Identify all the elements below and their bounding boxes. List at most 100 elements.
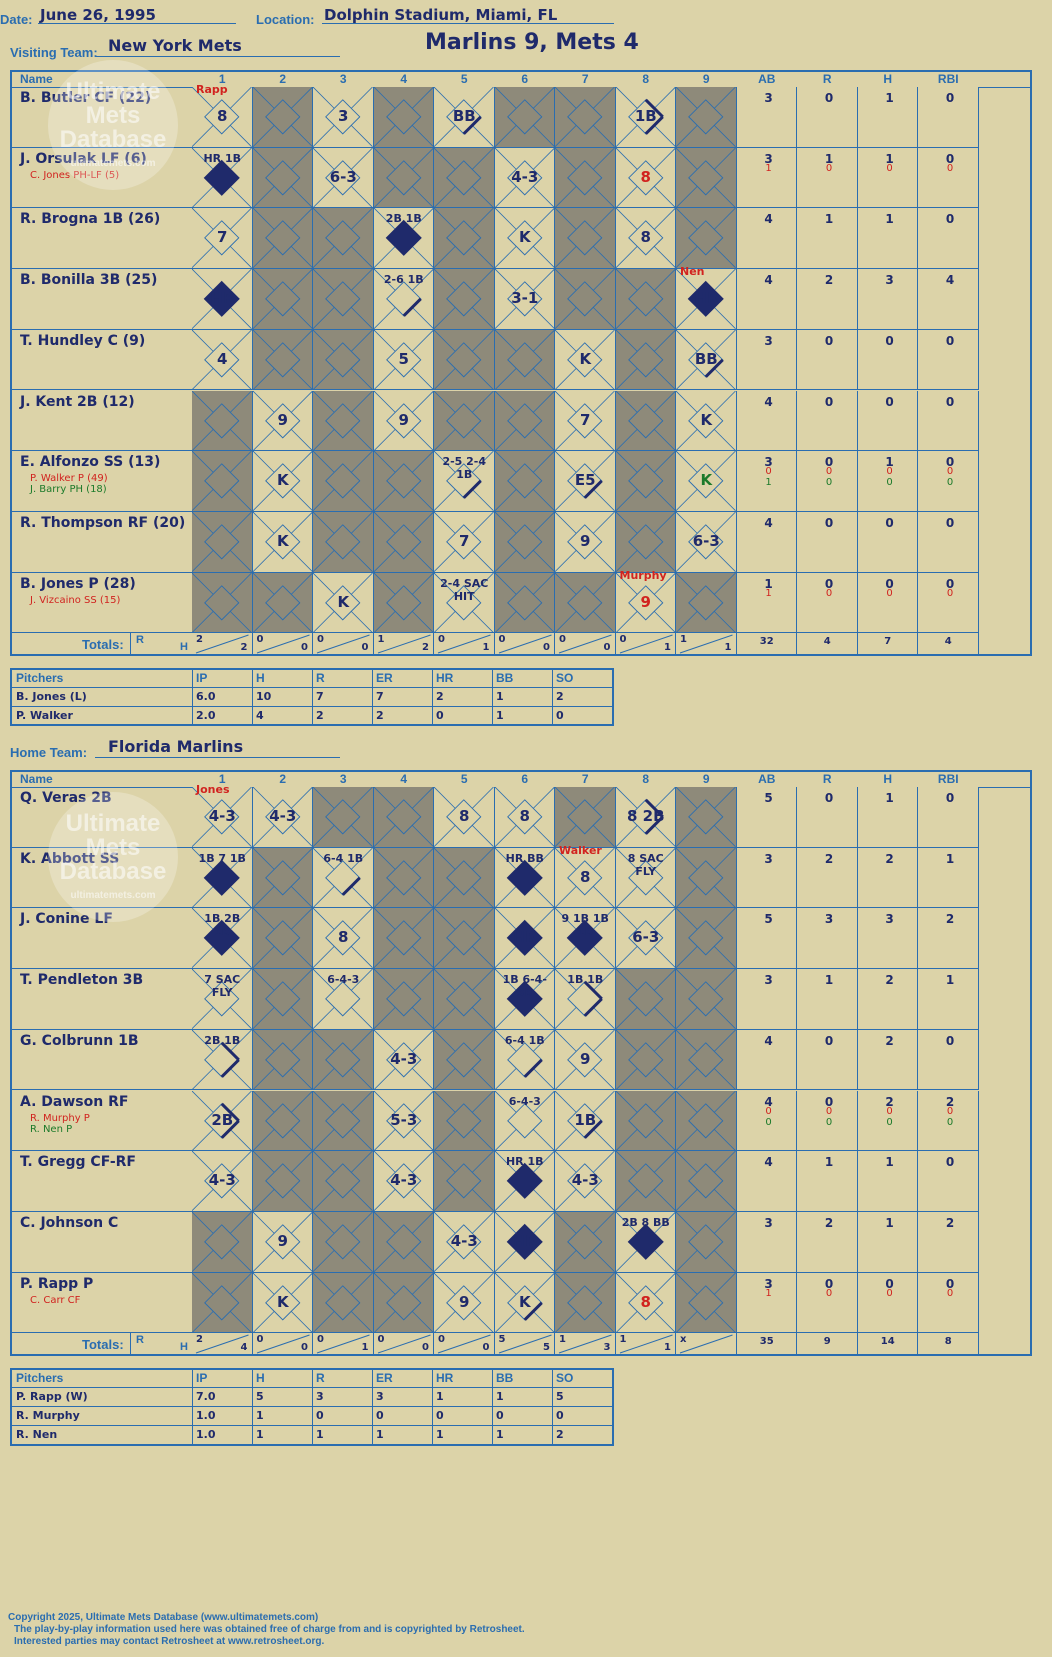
empty-diamond — [446, 981, 482, 1017]
empty-diamond — [264, 920, 300, 956]
base-diamond — [313, 1029, 373, 1090]
at-bat-box — [676, 147, 737, 209]
base-diamond — [555, 1151, 615, 1211]
at-bat-box — [434, 390, 495, 452]
at-bat-box — [615, 511, 676, 573]
base-diamond — [192, 147, 252, 208]
empty-diamond — [325, 981, 361, 1017]
empty-diamond — [204, 1284, 240, 1321]
stat-value: 3 — [764, 973, 773, 988]
batter-name-cell: G. Colbrunn 1B — [12, 1029, 202, 1091]
empty-diamond — [506, 584, 542, 621]
totals-slash — [256, 1334, 310, 1354]
empty-diamond — [567, 1284, 603, 1321]
pitcher-row-divider — [12, 1425, 612, 1426]
play-result: 1B 6-4-3B — [502, 973, 547, 1000]
base-diamond — [555, 147, 615, 208]
empty-diamond — [506, 342, 542, 378]
empty-diamond — [506, 524, 542, 560]
empty-diamond — [325, 1042, 361, 1078]
batter-name-cell: E. Alfonzo SS (13) P. Walker P (49) J. Bar… — [12, 451, 202, 512]
play-result: 9 — [459, 1292, 470, 1311]
play-result: HR — [694, 289, 719, 308]
empty-diamond — [688, 584, 724, 621]
play-result: 1B 1B — [567, 973, 604, 987]
pitcher-col-divider — [192, 670, 193, 724]
game-date: June 26, 1995 — [40, 6, 156, 24]
base-diamond — [434, 1029, 494, 1090]
base-diamond — [676, 1211, 736, 1272]
empty-diamond — [204, 402, 240, 438]
base-diamond — [434, 511, 494, 572]
play-result: 9 — [398, 410, 409, 429]
stat-total-cell: 32 — [737, 633, 797, 656]
stat-value: 0 — [825, 466, 833, 478]
base-diamond — [252, 969, 312, 1029]
pitcher-stat: 7 — [316, 690, 324, 703]
pitcher-stat: 7 — [376, 690, 384, 703]
stat-value: 0 — [885, 1276, 894, 1291]
inning-header: 7 — [581, 772, 589, 786]
base-diamond — [615, 908, 675, 969]
stat-cell: 2 — [857, 969, 918, 1030]
batter-name-cell: T. Gregg CF-RF — [12, 1151, 202, 1212]
play-result: 2-6 1B — [383, 273, 424, 287]
at-bat-box — [676, 847, 737, 909]
play-result: 2-4 SAC HIT — [440, 576, 489, 603]
base-diamond — [676, 451, 736, 511]
empty-diamond — [567, 220, 603, 256]
stat-value: 0 — [765, 1116, 772, 1128]
empty-diamond — [446, 1163, 482, 1199]
empty-diamond — [204, 342, 240, 378]
base-diamond — [615, 208, 675, 269]
stat-header: H — [883, 772, 893, 786]
play-result: 5-3 — [390, 1110, 418, 1129]
base-diamond — [252, 390, 312, 451]
inning-header: 3 — [339, 772, 347, 786]
stat-value: 1 — [885, 91, 894, 105]
base-diamond — [676, 269, 736, 329]
base-diamond — [615, 511, 675, 572]
stat-value: 1 — [765, 587, 772, 599]
copyright-line: Copyright 2025, Ultimate Mets Database (… — [8, 1612, 319, 1623]
stat-value: 0 — [886, 477, 893, 489]
empty-diamond — [688, 524, 724, 560]
base-diamond — [313, 787, 373, 847]
at-bat-box: HR — [494, 1211, 555, 1273]
substitute-name: C. Jones PH-LF (5) — [30, 169, 120, 181]
totals-slash — [679, 1334, 733, 1354]
pitcher-stat: 0 — [496, 1409, 504, 1422]
run-scored-diamond — [506, 980, 543, 1018]
at-bat-box: HR 1B — [494, 1151, 555, 1212]
at-bat-box: 9 1B 1B 1B — [555, 908, 616, 970]
stat-value: 0 — [945, 1033, 955, 1048]
inning-header: 7 — [581, 72, 589, 86]
inning-hits: 5 — [543, 1342, 550, 1354]
stat-cell: 0 — [857, 511, 918, 573]
stat-value: 0 — [824, 455, 834, 470]
at-bat-box: HR — [494, 908, 555, 970]
at-bat-box: 2B 1B — [373, 208, 434, 270]
pitcher-stat: 1 — [496, 1428, 504, 1441]
play-result: 4-3 — [269, 807, 297, 825]
empty-diamond — [264, 1042, 300, 1078]
pitcher-col-divider — [372, 1370, 373, 1444]
at-bat-box: 7 SAC FLY — [192, 969, 253, 1030]
stat-cell: 5 — [736, 787, 797, 848]
inning-hits: 1 — [664, 642, 671, 654]
home-underline — [95, 757, 340, 758]
stat-value: 2 — [885, 973, 894, 988]
at-bat-box — [615, 1029, 676, 1091]
base-diamond — [313, 269, 373, 329]
stat-cell: 0 — [797, 390, 858, 452]
base-diamond — [192, 1151, 252, 1211]
at-bat-box: 4-3 — [373, 1151, 434, 1212]
stat-value: 0 — [886, 466, 893, 478]
basepath-line — [583, 479, 603, 500]
at-bat-box: 4-3 — [373, 1029, 434, 1091]
